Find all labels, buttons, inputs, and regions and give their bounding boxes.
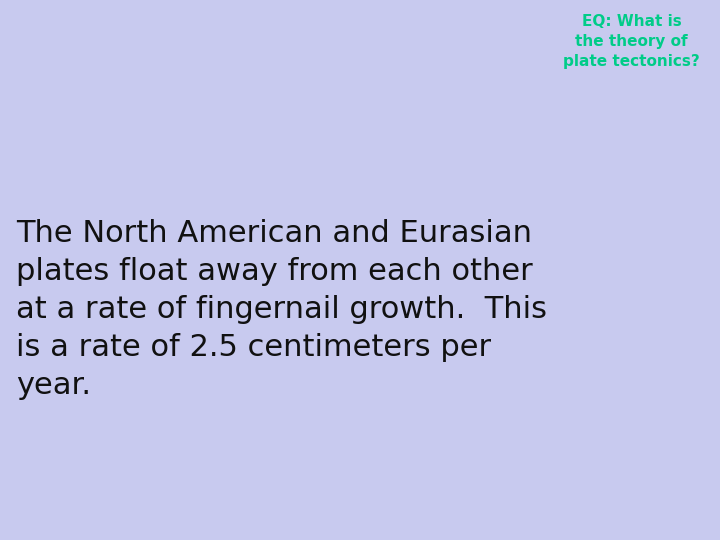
Text: EQ: What is
the theory of
plate tectonics?: EQ: What is the theory of plate tectonic…	[563, 14, 700, 69]
Text: The North American and Eurasian
plates float away from each other
at a rate of f: The North American and Eurasian plates f…	[16, 219, 547, 401]
